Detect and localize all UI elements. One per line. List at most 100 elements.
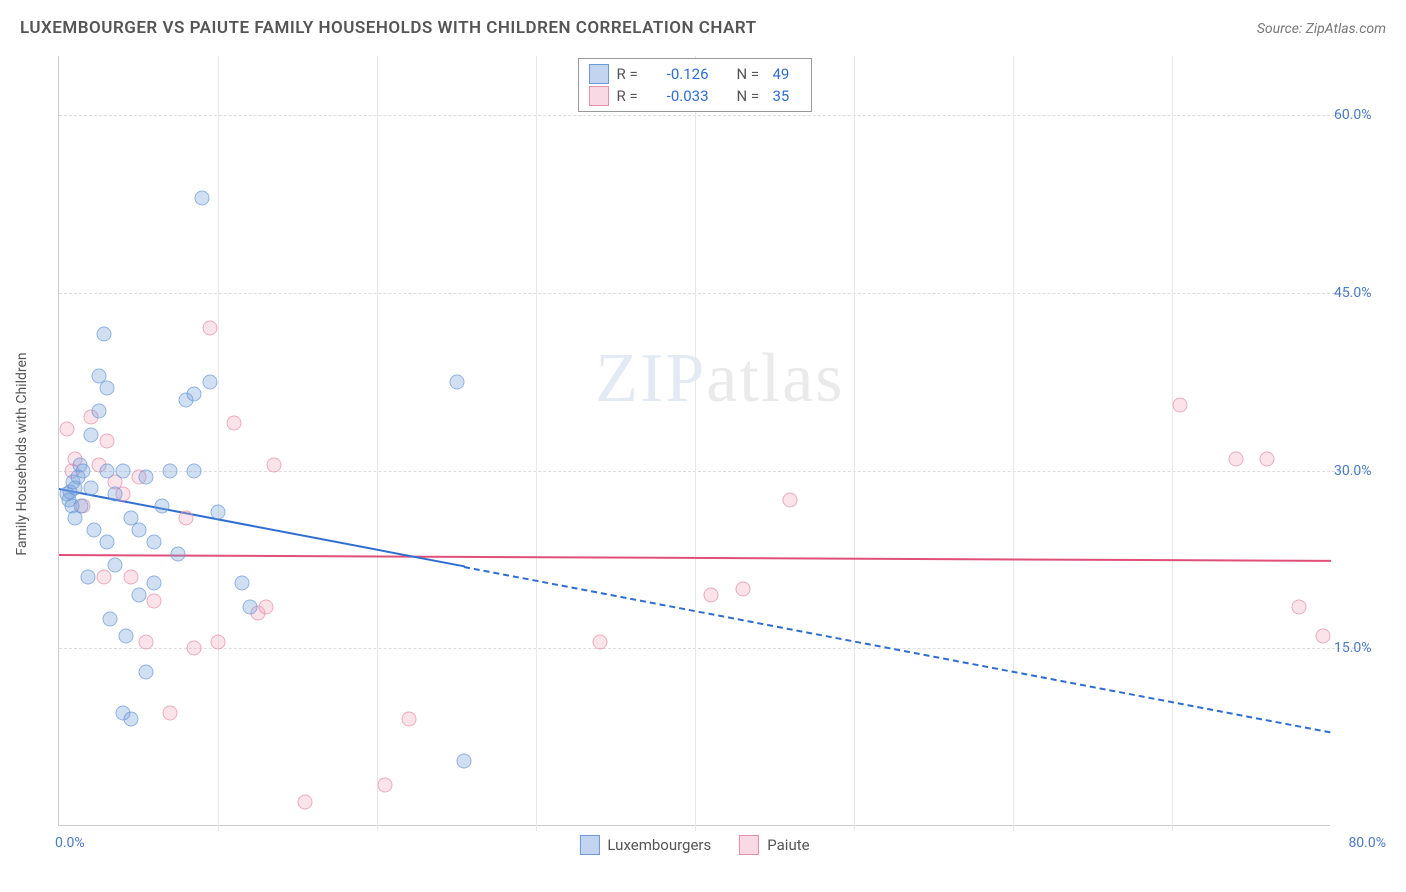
data-point (735, 582, 750, 597)
chart-container: Family Households with Children R = -0.1… (50, 56, 1390, 851)
data-point (147, 593, 162, 608)
data-point (80, 570, 95, 585)
data-point (163, 463, 178, 478)
correlation-legend-row-b: R = -0.033 N = 35 (589, 85, 801, 107)
gridline-v (1172, 56, 1173, 831)
data-point (457, 753, 472, 768)
data-point (401, 712, 416, 727)
plot-area: R = -0.126 N = 49 R = -0.033 N = 35 ZIPa… (58, 56, 1330, 826)
r-value-b: -0.033 (653, 87, 709, 105)
data-point (147, 534, 162, 549)
data-point (115, 463, 130, 478)
gridline-v (695, 56, 696, 831)
chart-source: Source: ZipAtlas.com (1257, 21, 1386, 37)
data-point (1292, 599, 1307, 614)
data-point (96, 327, 111, 342)
data-point (83, 428, 98, 443)
data-point (242, 599, 257, 614)
data-point (139, 635, 154, 650)
data-point (449, 374, 464, 389)
data-point (83, 481, 98, 496)
y-tick-label: 30.0% (1334, 463, 1386, 479)
data-point (783, 493, 798, 508)
r-value-a: -0.126 (653, 65, 709, 83)
data-point (96, 570, 111, 585)
data-point (211, 505, 226, 520)
data-point (163, 706, 178, 721)
n-label-a: N = (737, 65, 765, 83)
legend-label-a: Luxembourgers (607, 836, 711, 854)
data-point (203, 321, 218, 336)
swatch-series-a-icon (589, 64, 609, 84)
data-point (123, 712, 138, 727)
n-label-b: N = (737, 87, 765, 105)
data-point (123, 570, 138, 585)
gridline-h (59, 115, 1370, 116)
data-point (226, 416, 241, 431)
series-legend: Luxembourgers Paiute (579, 835, 809, 855)
data-point (258, 599, 273, 614)
data-point (179, 511, 194, 526)
data-point (107, 558, 122, 573)
data-point (1316, 629, 1331, 644)
n-value-b: 35 (773, 87, 801, 105)
data-point (1260, 451, 1275, 466)
y-tick-label: 45.0% (1334, 285, 1386, 301)
data-point (703, 588, 718, 603)
gridline-v (218, 56, 219, 831)
data-point (211, 635, 226, 650)
trend-line (464, 566, 1331, 733)
data-point (131, 522, 146, 537)
watermark-bold: ZIP (595, 340, 706, 417)
r-label-a: R = (617, 65, 645, 83)
data-point (74, 499, 89, 514)
x-origin-label: 0.0% (55, 835, 85, 851)
data-point (139, 469, 154, 484)
watermark-thin: atlas (706, 340, 844, 417)
data-point (99, 434, 114, 449)
data-point (147, 576, 162, 591)
y-axis-label: Family Households with Children (14, 352, 30, 555)
y-tick-label: 15.0% (1334, 640, 1386, 656)
correlation-legend: R = -0.126 N = 49 R = -0.033 N = 35 (578, 58, 812, 112)
data-point (171, 546, 186, 561)
data-point (592, 635, 607, 650)
x-max-label: 80.0% (1348, 835, 1386, 851)
r-label-b: R = (617, 87, 645, 105)
gridline-v (1013, 56, 1014, 831)
legend-item-a: Luxembourgers (579, 835, 711, 855)
gridline-v (854, 56, 855, 831)
gridline-h (59, 648, 1370, 649)
correlation-legend-row-a: R = -0.126 N = 49 (589, 63, 801, 85)
swatch-series-b-icon (589, 86, 609, 106)
n-value-a: 49 (773, 65, 801, 83)
data-point (107, 487, 122, 502)
legend-swatch-a-icon (579, 835, 599, 855)
data-point (234, 576, 249, 591)
watermark: ZIPatlas (595, 339, 844, 419)
data-point (59, 422, 74, 437)
data-point (155, 499, 170, 514)
data-point (298, 795, 313, 810)
data-point (86, 522, 101, 537)
data-point (139, 665, 154, 680)
data-point (187, 463, 202, 478)
data-point (1228, 451, 1243, 466)
data-point (91, 404, 106, 419)
data-point (187, 641, 202, 656)
data-point (195, 191, 210, 206)
data-point (99, 534, 114, 549)
data-point (99, 380, 114, 395)
data-point (203, 374, 218, 389)
gridline-v (377, 56, 378, 831)
gridline-v (536, 56, 537, 831)
chart-title: LUXEMBOURGER VS PAIUTE FAMILY HOUSEHOLDS… (20, 18, 757, 38)
data-point (75, 463, 90, 478)
legend-label-b: Paiute (767, 836, 809, 854)
legend-item-b: Paiute (739, 835, 809, 855)
data-point (118, 629, 133, 644)
data-point (102, 611, 117, 626)
y-tick-label: 60.0% (1334, 107, 1386, 123)
data-point (377, 777, 392, 792)
legend-swatch-b-icon (739, 835, 759, 855)
